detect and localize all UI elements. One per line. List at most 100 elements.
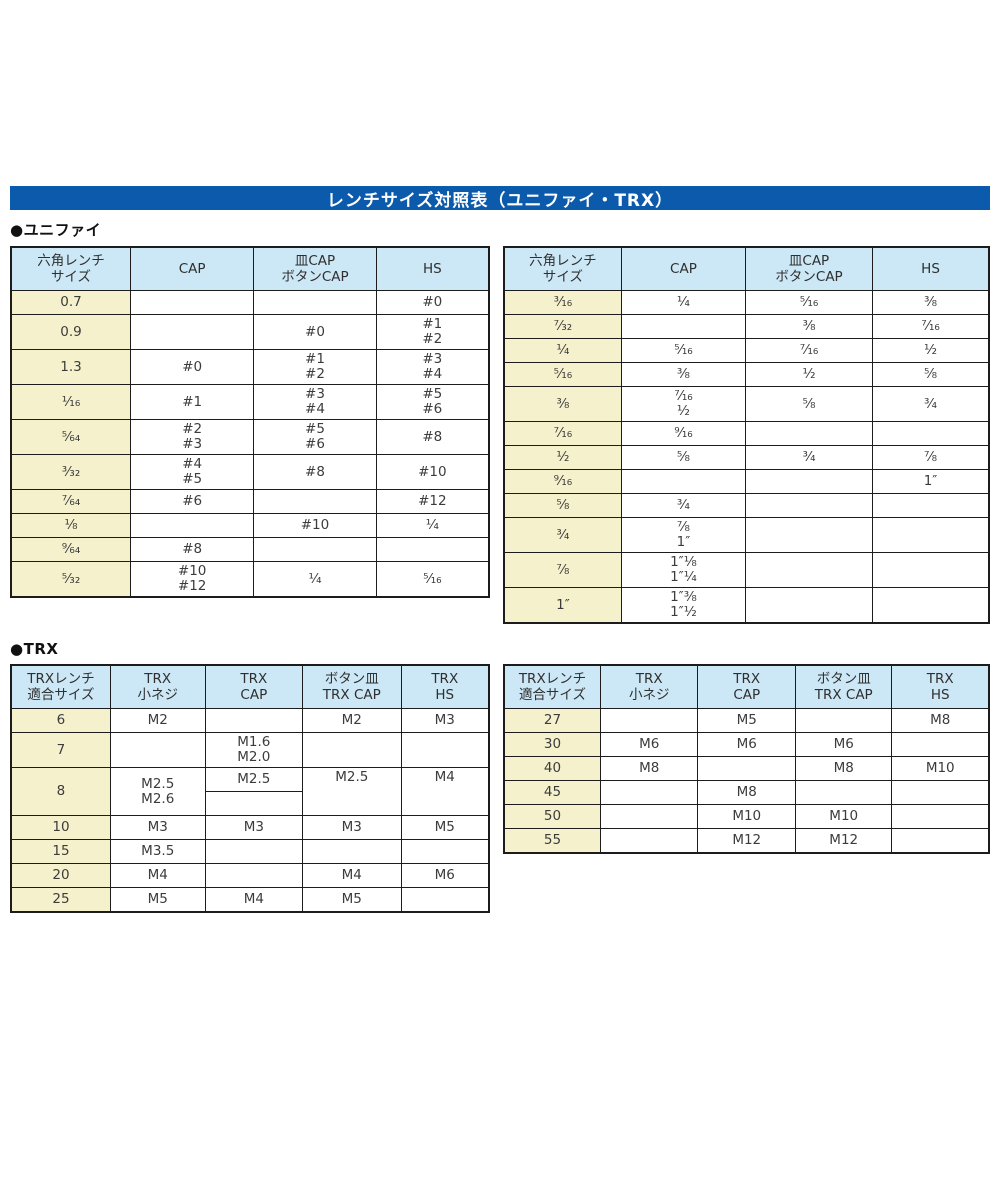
value-cell: ⁵⁄₁₆ (620, 338, 747, 363)
value-cell: 1″¹⁄₈ 1″¹⁄₄ (620, 552, 747, 588)
value-cell: ⁷⁄₁₆ (745, 338, 874, 363)
value-cell: ⁵⁄₁₆ (745, 290, 874, 315)
size-cell: 10 (10, 815, 111, 840)
table-row: ¹⁄₂ ⁵⁄₈ ³⁄₄ ⁷⁄₈ (503, 445, 990, 470)
value-cell: ³⁄₈ (620, 362, 747, 387)
value-cell: M3 (204, 815, 304, 840)
table-row: 40 M8 M8 M10 (503, 756, 990, 781)
value-cell: #5 #6 (375, 384, 490, 420)
value-cell (872, 587, 990, 624)
size-cell: 0.9 (10, 314, 131, 350)
table-row: 30 M6 M6 M6 (503, 732, 990, 757)
value-cell (253, 489, 377, 514)
value-cell (400, 732, 490, 768)
value-cell: M6 (697, 732, 796, 757)
value-cell: ³⁄₄ (620, 493, 747, 518)
table-row: 20 M4 M4 M6 (10, 863, 490, 888)
value-cell: #10 (253, 513, 377, 538)
value-cell (891, 828, 990, 854)
value-cell: 1″ (872, 469, 990, 494)
table-row: ³⁄₄ ⁷⁄₈ 1″ (503, 517, 990, 553)
value-cell (872, 493, 990, 518)
value-cell: ¹⁄₂ (872, 338, 990, 363)
value-cell: ¹⁄₄ (375, 513, 490, 538)
column-header: TRXレンチ 適合サイズ (503, 664, 601, 709)
value-cell (599, 708, 699, 733)
value-cell: #0 (129, 349, 255, 385)
value-cell: ⁷⁄₈ (872, 445, 990, 470)
value-cell: M6 (400, 863, 490, 888)
value-cell: M2.5 (302, 767, 402, 816)
column-header: HS (872, 246, 990, 291)
value-cell: M12 (794, 828, 893, 854)
value-cell: M2 (302, 708, 402, 733)
size-cell: ⁵⁄₆₄ (10, 419, 131, 455)
size-cell: ⁵⁄₃₂ (10, 561, 131, 598)
table-row: 25 M5 M4 M5 (10, 887, 490, 913)
section-label-trx: ●TRX (10, 640, 59, 658)
trx-left-table: TRXレンチ 適合サイズ TRX 小ネジ TRX CAP ボタン皿 TRX CAP TR… (10, 664, 490, 913)
table-row: 0.7 #0 (10, 290, 490, 315)
value-cell (891, 732, 990, 757)
table-row: ⁵⁄₈ ³⁄₄ (503, 493, 990, 518)
value-cell (599, 780, 699, 805)
column-header: ボタン皿 TRX CAP (302, 664, 402, 709)
value-cell: ³⁄₈ (872, 290, 990, 315)
value-cell (375, 537, 490, 562)
value-cell: 1″³⁄₈ 1″¹⁄₂ (620, 587, 747, 624)
table-row: ⁷⁄₃₂ ³⁄₈ ⁷⁄₁₆ (503, 314, 990, 339)
value-cell: #1 #2 (253, 349, 377, 385)
value-cell: ³⁄₄ (745, 445, 874, 470)
column-header: TRX 小ネジ (109, 664, 206, 709)
size-cell: 50 (503, 804, 601, 829)
size-cell: 7 (10, 732, 111, 768)
column-header: 六角レンチ サイズ (10, 246, 131, 291)
column-header: CAP (129, 246, 255, 291)
size-cell: 30 (503, 732, 601, 757)
size-cell: 45 (503, 780, 601, 805)
column-header: TRXレンチ 適合サイズ (10, 664, 111, 709)
column-header: TRX CAP (697, 664, 796, 709)
value-cell (302, 732, 402, 768)
table-row: 15 M3.5 (10, 839, 490, 864)
value-cell: #8 (129, 537, 255, 562)
value-cell: #8 (253, 454, 377, 490)
value-cell (129, 314, 255, 350)
column-header: CAP (620, 246, 747, 291)
table-row: ¹⁄₁₆ #1 #3 #4 #5 #6 (10, 384, 490, 420)
value-cell (745, 493, 874, 518)
value-cell: ⁵⁄₁₆ (375, 561, 490, 598)
unify-right-table: 六角レンチ サイズ CAP 皿CAP ボタンCAP HS ³⁄₁₆ ¹⁄₄ ⁵⁄₁₆ ³⁄₈ ⁷… (503, 246, 990, 624)
value-cell: #1 (129, 384, 255, 420)
size-cell: 1″ (503, 587, 622, 624)
value-cell: M3.5 (109, 839, 206, 864)
value-cell: M5 (302, 887, 402, 913)
size-cell: 55 (503, 828, 601, 854)
column-header: TRX HS (400, 664, 490, 709)
page-title: レンチサイズ対照表（ユニファイ・TRX） (326, 190, 674, 211)
value-cell (129, 513, 255, 538)
size-cell: ⁷⁄₁₆ (503, 421, 622, 446)
size-cell: 1.3 (10, 349, 131, 385)
value-cell (302, 839, 402, 864)
size-cell: ¹⁄₄ (503, 338, 622, 363)
value-cell: ⁹⁄₁₆ (620, 421, 747, 446)
value-cell (745, 587, 874, 624)
value-cell: ⁵⁄₈ (745, 386, 874, 422)
unify-left-table: 六角レンチ サイズ CAP 皿CAP ボタンCAP HS 0.7 #0 0.9 #0 #1 #2… (10, 246, 490, 598)
value-cell (745, 552, 874, 588)
value-cell: M3 (302, 815, 402, 840)
table-row: ⁷⁄₈ 1″¹⁄₈ 1″¹⁄₄ (503, 552, 990, 588)
size-cell: ³⁄₄ (503, 517, 622, 553)
value-cell: M4 (204, 887, 304, 913)
value-cell (109, 732, 206, 768)
value-cell: M3 (109, 815, 206, 840)
value-cell: M8 (599, 756, 699, 781)
size-cell: ³⁄₁₆ (503, 290, 622, 315)
size-cell: 20 (10, 863, 111, 888)
size-cell: ¹⁄₈ (10, 513, 131, 538)
value-cell (620, 469, 747, 494)
value-cell: ⁷⁄₁₆ (872, 314, 990, 339)
size-cell: ¹⁄₂ (503, 445, 622, 470)
table-row: 50 M10 M10 (503, 804, 990, 829)
